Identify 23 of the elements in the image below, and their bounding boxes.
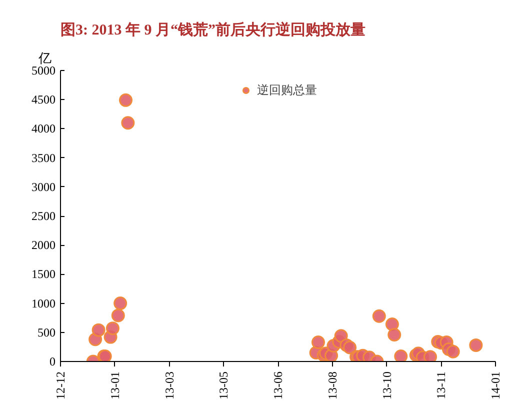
- x-tick-label: 13-03: [162, 371, 176, 400]
- y-tick-label: 4500: [32, 92, 56, 107]
- x-tick-label: 14-01: [488, 371, 502, 400]
- y-tick-label: 0: [50, 354, 56, 368]
- x-tick-label: 13-06: [271, 371, 285, 400]
- y-tick-label: 2000: [32, 238, 56, 252]
- legend-label: 逆回购总量: [257, 82, 317, 98]
- x-tick-label: 13-11: [434, 371, 448, 400]
- y-tick-label: 1000: [32, 296, 56, 310]
- x-tick-label: 13-10: [380, 371, 394, 400]
- y-tick-label: 2500: [32, 209, 56, 223]
- x-tick-label: 13-01: [108, 371, 122, 400]
- y-tick-label: 3500: [32, 150, 56, 165]
- x-tick-label: 12-12: [54, 371, 68, 400]
- y-tick-label: 1500: [32, 267, 56, 282]
- y-tick-label: 3000: [32, 180, 56, 194]
- y-tick-label: 5000: [32, 64, 56, 78]
- y-axis-title: 亿: [38, 50, 52, 66]
- y-tick-label: 4000: [32, 122, 56, 136]
- x-tick-label: 13-05: [216, 371, 231, 400]
- x-tick-label: 13-08: [325, 371, 340, 400]
- y-tick-label: 500: [38, 325, 56, 340]
- chart-title: 图3: 2013 年 9 月“钱荒”前后央行逆回购投放量: [60, 22, 366, 38]
